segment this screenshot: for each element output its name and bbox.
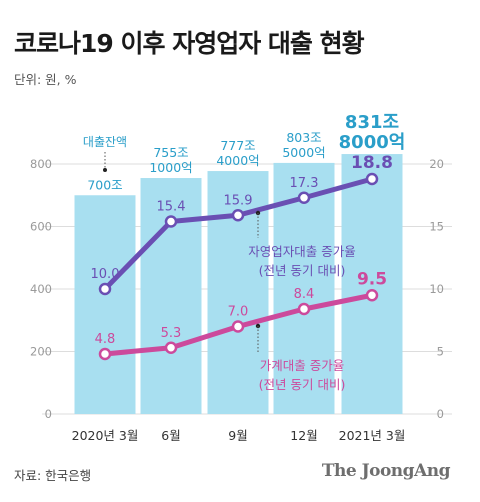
- series-legend-name: 가계대출 증가율: [260, 358, 344, 373]
- series-point: [231, 209, 245, 222]
- left-axis-tick-label: 800: [30, 157, 52, 171]
- series-point: [164, 215, 178, 228]
- bar-value-label: 5000억: [282, 145, 325, 160]
- bar-value-label: 1000억: [149, 160, 192, 175]
- series-lines: 10.0 15.4 15.9 17.3 18.8 4.8 5.3 7.0 8.4 9.5: [91, 153, 393, 361]
- left-axis-tick-label: 0: [45, 407, 52, 421]
- bar: [341, 154, 403, 414]
- left-axis-tick-label: 200: [30, 345, 52, 359]
- bar-value-label: 803조: [286, 130, 321, 145]
- bar: [74, 195, 136, 414]
- series-data-label: 17.3: [290, 176, 319, 191]
- series-data-label: 8.4: [294, 287, 315, 302]
- series-data-label: 9.5: [357, 269, 387, 289]
- series-data-label: 4.8: [95, 332, 116, 347]
- axes: 0 200 400 600 800 0 5 10 15 20 2020년 3월 6월 9월 12월 2021…: [30, 157, 444, 443]
- series-data-label: 10.0: [91, 267, 120, 282]
- series-point: [297, 302, 311, 316]
- x-axis-tick-label: 2020년 3월: [72, 428, 139, 443]
- right-axis-tick-label: 5: [437, 345, 444, 359]
- x-axis-tick-label: 2021년 3월: [339, 428, 406, 443]
- series-point: [164, 341, 178, 354]
- chart-title: 코로나19 이후 자영업자 대출 현황: [14, 29, 365, 58]
- right-axis-tick-label: 20: [429, 157, 444, 171]
- series-data-label: 15.4: [157, 200, 186, 215]
- unit-label: 단위: 원, %: [14, 72, 77, 87]
- x-axis-tick-label: 6월: [161, 428, 180, 443]
- right-axis-tick-label: 0: [437, 407, 444, 421]
- right-axis-tick-label: 10: [429, 282, 444, 296]
- bar-value-label: 4000억: [216, 153, 259, 168]
- bar-value-label: 755조: [153, 145, 188, 160]
- series-legends: 자영업자대출 증가율 (전년 동기 대비) 가계대출 증가율 (전년 동기 대비): [248, 210, 356, 392]
- left-axis-tick-label: 600: [30, 220, 52, 234]
- series-point: [231, 320, 245, 333]
- series-data-label: 5.3: [161, 326, 182, 341]
- series-data-label: 7.0: [228, 305, 249, 320]
- bar-series-name: 대출잔액: [83, 135, 127, 149]
- left-axis-tick-label: 400: [30, 282, 52, 296]
- x-axis-tick-label: 12월: [290, 428, 317, 443]
- callout-dot: [103, 168, 107, 172]
- bar-value-label: 700조: [87, 177, 122, 192]
- series-legend-sub: (전년 동기 대비): [259, 377, 346, 392]
- series-legend-name: 자영업자대출 증가율: [248, 244, 355, 259]
- series-data-label: 15.9: [224, 193, 253, 208]
- x-axis-tick-label: 9월: [228, 428, 247, 443]
- publisher-logo: The JoongAng: [321, 461, 451, 481]
- series-point: [98, 347, 112, 361]
- series-point: [365, 289, 379, 302]
- bar-value-label: 831조: [345, 112, 399, 133]
- series-point: [297, 191, 311, 204]
- series-legend-sub: (전년 동기 대비): [259, 263, 346, 278]
- source-note: 자료: 한국은행: [14, 468, 92, 483]
- bar-value-label: 777조: [220, 138, 255, 153]
- right-axis-tick-label: 15: [429, 220, 444, 234]
- bar-value-label: 8000억: [339, 132, 406, 153]
- series-data-label: 18.8: [351, 153, 393, 173]
- series-point: [98, 282, 112, 296]
- series-point: [365, 172, 379, 186]
